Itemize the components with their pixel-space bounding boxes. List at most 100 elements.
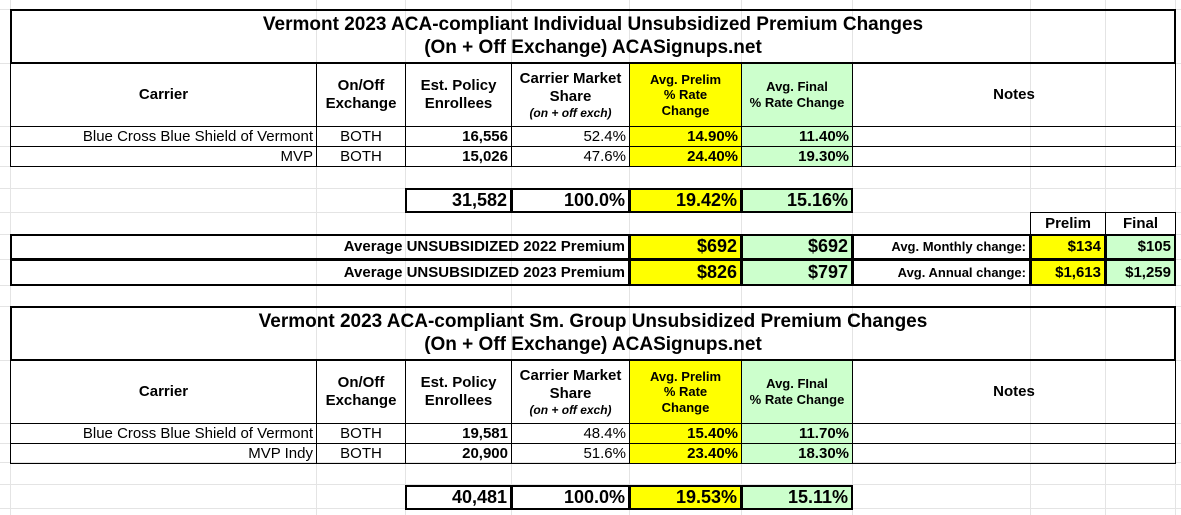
change-prelim: $134	[1030, 234, 1106, 260]
notes-cell	[852, 146, 1176, 167]
header-line: Avg. Prelim	[649, 71, 722, 87]
premium-label: Average UNSUBSIDIZED 2023 Premium	[10, 259, 630, 286]
change-label: Avg. Annual change:	[852, 259, 1031, 286]
prelim-rate: 15.40%	[629, 423, 742, 444]
final-rate: 11.40%	[741, 126, 853, 147]
column-header: Avg. Final% Rate Change	[741, 63, 853, 127]
column-header: Carrier Market Share (on + off exch)	[511, 360, 630, 424]
column-header: Carrier Market Share (on + off exch)	[511, 63, 630, 127]
title-line: Vermont 2023 ACA-compliant Sm. Group Uns…	[258, 310, 928, 332]
column-header: Carrier	[10, 63, 317, 127]
column-label: Final	[1105, 212, 1176, 235]
final-rate: 19.30%	[741, 146, 853, 167]
header-line: Change	[661, 102, 710, 118]
total-enrollees: 31,582	[405, 188, 512, 213]
premium-prelim: $692	[629, 234, 742, 260]
change-final: $105	[1105, 234, 1176, 260]
total-enrollees: 40,481	[405, 485, 512, 510]
total-prelim: 19.42%	[629, 188, 742, 213]
change-label: Avg. Monthly change:	[852, 234, 1031, 260]
header-line: Carrier	[138, 86, 189, 103]
column-header: Est. Policy Enrollees	[405, 63, 512, 127]
header-line: Avg. FInal	[766, 376, 828, 392]
premium-label: Average UNSUBSIDIZED 2022 Premium	[10, 234, 630, 260]
carrier-name: Blue Cross Blue Shield of Vermont	[10, 423, 317, 444]
header-line: Share	[549, 384, 592, 402]
market-share: 48.4%	[511, 423, 630, 444]
header-line: Change	[661, 399, 710, 415]
header-line: Carrier Market	[519, 69, 622, 87]
prelim-rate: 14.90%	[629, 126, 742, 147]
final-rate: 18.30%	[741, 443, 853, 464]
header-line: (on + off exch)	[529, 402, 612, 417]
header-line: Notes	[993, 383, 1035, 400]
exchange: BOTH	[316, 146, 406, 167]
title-line: (On + Off Exchange) ACASignups.net	[424, 36, 762, 58]
enrollees: 16,556	[405, 126, 512, 147]
header-line: Carrier	[138, 383, 189, 400]
column-header: On/Off Exchange	[316, 360, 406, 424]
market-share: 52.4%	[511, 126, 630, 147]
notes-cell	[852, 126, 1176, 147]
header-line: Enrollees	[424, 392, 493, 409]
header-line: On/Off	[337, 77, 385, 94]
column-header: Notes	[852, 63, 1176, 127]
exchange: BOTH	[316, 423, 406, 444]
header-line: Carrier Market	[519, 366, 622, 384]
header-line: % Rate	[663, 384, 708, 400]
market-share: 51.6%	[511, 443, 630, 464]
change-final: $1,259	[1105, 259, 1176, 286]
header-line: Exchange	[325, 392, 397, 409]
notes-cell	[852, 423, 1176, 444]
column-header: Avg. FInal% Rate Change	[741, 360, 853, 424]
market-share: 47.6%	[511, 146, 630, 167]
final-rate: 11.70%	[741, 423, 853, 444]
gridline	[316, 0, 317, 515]
header-line: On/Off	[337, 374, 385, 391]
total-prelim: 19.53%	[629, 485, 742, 510]
header-line: Enrollees	[424, 95, 493, 112]
column-header: Avg. Prelim% Rate Change	[629, 63, 742, 127]
header-line: Exchange	[325, 95, 397, 112]
total-final: 15.11%	[741, 485, 853, 510]
enrollees: 19,581	[405, 423, 512, 444]
carrier-name: MVP	[10, 146, 317, 167]
enrollees: 15,026	[405, 146, 512, 167]
prelim-rate: 23.40%	[629, 443, 742, 464]
carrier-name: Blue Cross Blue Shield of Vermont	[10, 126, 317, 147]
premium-final: $797	[741, 259, 853, 286]
exchange: BOTH	[316, 443, 406, 464]
gridline	[511, 0, 512, 515]
carrier-name: MVP Indy	[10, 443, 317, 464]
enrollees: 20,900	[405, 443, 512, 464]
total-share: 100.0%	[511, 485, 630, 510]
header-line: Avg. Final	[766, 79, 828, 95]
column-label: Prelim	[1030, 212, 1106, 235]
header-line: Notes	[993, 86, 1035, 103]
prelim-rate: 24.40%	[629, 146, 742, 167]
header-line: (on + off exch)	[529, 105, 612, 120]
header-line: % Rate Change	[749, 392, 845, 407]
total-final: 15.16%	[741, 188, 853, 213]
column-header: Avg. Prelim% Rate Change	[629, 360, 742, 424]
column-header: On/Off Exchange	[316, 63, 406, 127]
table-title: Vermont 2023 ACA-compliant Sm. Group Uns…	[10, 306, 1176, 361]
column-header: Carrier	[10, 360, 317, 424]
header-line: Share	[549, 87, 592, 105]
title-line: Vermont 2023 ACA-compliant Individual Un…	[262, 13, 924, 35]
header-line: % Rate Change	[749, 95, 845, 110]
header-line: % Rate	[663, 87, 708, 103]
exchange: BOTH	[316, 126, 406, 147]
premium-final: $692	[741, 234, 853, 260]
total-share: 100.0%	[511, 188, 630, 213]
premium-prelim: $826	[629, 259, 742, 286]
gridline	[0, 484, 1181, 485]
notes-cell	[852, 443, 1176, 464]
column-header: Notes	[852, 360, 1176, 424]
header-line: Avg. Prelim	[649, 368, 722, 384]
column-header: Est. Policy Enrollees	[405, 360, 512, 424]
change-prelim: $1,613	[1030, 259, 1106, 286]
gridline	[0, 462, 1181, 463]
header-line: Est. Policy	[420, 77, 497, 94]
